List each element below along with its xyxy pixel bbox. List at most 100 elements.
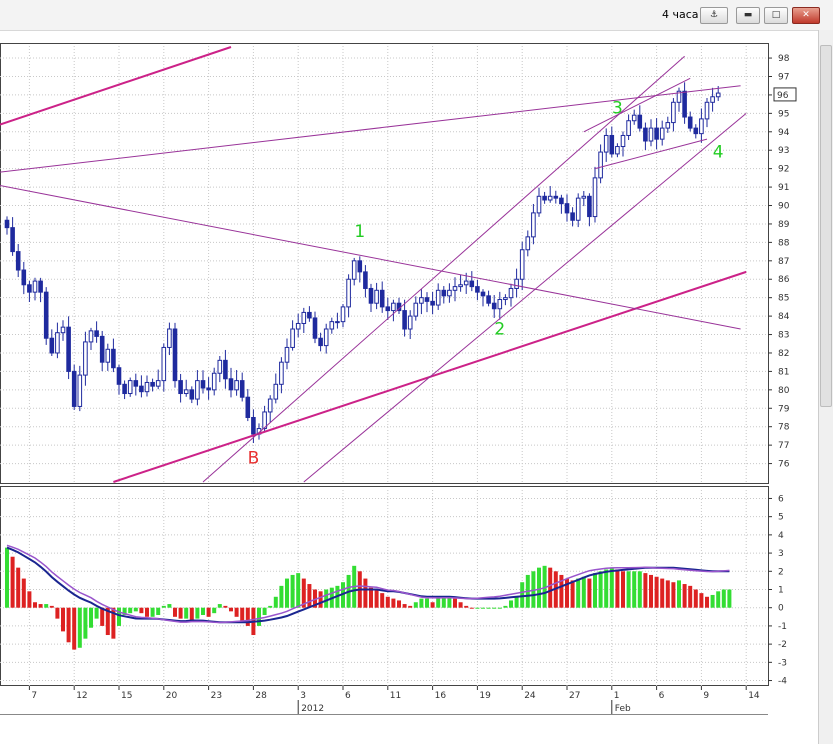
candle-body bbox=[234, 380, 239, 391]
osc-histogram-bar bbox=[318, 591, 323, 608]
candle-body bbox=[200, 380, 206, 389]
osc-histogram-bar bbox=[105, 607, 110, 636]
osc-histogram-bar bbox=[72, 607, 77, 650]
price-axis-label: 90 bbox=[778, 202, 790, 212]
price-axis-label: 84 bbox=[778, 312, 790, 322]
osc-histogram-bar bbox=[201, 607, 205, 615]
price-axis-label: 87 bbox=[778, 257, 789, 267]
osc-histogram-bar bbox=[531, 571, 536, 608]
candle-body bbox=[536, 195, 542, 214]
candle-body bbox=[508, 287, 514, 299]
osc-histogram-bar bbox=[21, 578, 26, 608]
price-axis-label: 98 bbox=[778, 54, 790, 64]
candle-body bbox=[654, 127, 659, 140]
osc-histogram-bar bbox=[609, 567, 614, 608]
price-axis-label: 89 bbox=[778, 220, 790, 230]
osc-histogram-bar bbox=[363, 578, 368, 608]
x-axis-label: 27 bbox=[569, 691, 580, 701]
candle-body bbox=[116, 367, 122, 385]
candle-body bbox=[144, 381, 150, 393]
candle-body bbox=[564, 203, 570, 214]
candle-body bbox=[648, 127, 654, 142]
candle-body bbox=[631, 114, 637, 122]
candle-body bbox=[374, 289, 379, 304]
candle-body bbox=[172, 328, 178, 382]
candle-body bbox=[228, 378, 234, 391]
candle-body bbox=[659, 127, 665, 140]
trendline[interactable] bbox=[0, 46, 232, 141]
osc-histogram-bar bbox=[307, 584, 312, 608]
osc-axis-label: 0 bbox=[778, 604, 784, 614]
osc-histogram-bar bbox=[587, 578, 592, 608]
candle-body bbox=[643, 127, 648, 142]
close-button[interactable]: ✕ bbox=[792, 7, 820, 24]
x-axis-label: 3 bbox=[300, 691, 306, 701]
candle-body bbox=[150, 381, 155, 387]
candle-body bbox=[687, 116, 693, 129]
osc-histogram-bar bbox=[475, 607, 480, 609]
candle-body bbox=[413, 302, 419, 317]
anchor-button[interactable]: ⚓ bbox=[700, 7, 728, 24]
x-axis-label: 9 bbox=[703, 691, 709, 701]
x-axis-label: 16 bbox=[435, 691, 447, 701]
osc-signal-line bbox=[6, 546, 730, 624]
trendline[interactable] bbox=[303, 112, 747, 483]
osc-histogram-bar bbox=[212, 607, 217, 614]
osc-histogram-bar bbox=[693, 589, 698, 608]
osc-histogram-bar bbox=[240, 607, 245, 621]
candle-body bbox=[620, 134, 626, 148]
osc-axis-label: 5 bbox=[778, 513, 784, 523]
price-axis-label: 93 bbox=[778, 146, 789, 156]
minimize-icon: ▬ bbox=[743, 10, 753, 20]
osc-histogram-bar bbox=[430, 602, 435, 608]
candle-body bbox=[710, 96, 715, 103]
candle-body bbox=[424, 297, 430, 302]
osc-histogram-bar bbox=[324, 589, 329, 608]
trendline[interactable] bbox=[202, 55, 685, 483]
candle-body bbox=[60, 326, 66, 334]
trendline[interactable] bbox=[583, 77, 691, 133]
price-axis-label: 97 bbox=[778, 72, 789, 82]
x-axis-label: 14 bbox=[748, 691, 760, 701]
candle-body bbox=[83, 341, 88, 376]
price-axis-label: 95 bbox=[778, 109, 789, 119]
osc-histogram-bar bbox=[419, 598, 424, 608]
candle-body bbox=[38, 280, 43, 293]
osc-histogram-bar bbox=[447, 596, 452, 608]
osc-histogram-bar bbox=[632, 571, 637, 608]
osc-histogram-bar bbox=[234, 607, 239, 617]
price-chart[interactable]: B123476777879808182838485868788899091929… bbox=[0, 30, 818, 744]
candle-body bbox=[27, 284, 32, 293]
trendline[interactable] bbox=[594, 138, 708, 170]
trendline[interactable] bbox=[0, 85, 741, 178]
candle-body bbox=[452, 286, 458, 291]
candle-body bbox=[559, 197, 564, 205]
candle-body bbox=[368, 287, 374, 304]
osc-histogram-bar bbox=[167, 604, 172, 608]
osc-histogram-bar bbox=[33, 602, 37, 608]
osc-histogram-bar bbox=[178, 607, 183, 619]
price-axis-label: 76 bbox=[778, 460, 790, 470]
osc-histogram-bar bbox=[27, 591, 32, 608]
osc-histogram-bar bbox=[626, 571, 631, 608]
minimize-button[interactable]: ▬ bbox=[736, 7, 760, 24]
osc-histogram-bar bbox=[223, 605, 228, 608]
candle-body bbox=[447, 289, 452, 297]
osc-axis-label: -1 bbox=[778, 622, 787, 632]
oscillator-histogram bbox=[5, 547, 732, 650]
scrollbar-thumb[interactable] bbox=[820, 45, 832, 407]
price-axis-label: 78 bbox=[778, 423, 790, 433]
candle-body bbox=[441, 289, 447, 297]
maximize-icon: □ bbox=[771, 10, 781, 20]
trendline[interactable] bbox=[0, 176, 741, 330]
maximize-button[interactable]: □ bbox=[764, 7, 788, 24]
candle-body bbox=[704, 101, 710, 120]
candle-body bbox=[379, 289, 385, 308]
osc-histogram-bar bbox=[598, 571, 603, 608]
candle-body bbox=[531, 212, 536, 238]
osc-histogram-bar bbox=[688, 585, 693, 608]
osc-histogram-bar bbox=[206, 607, 211, 617]
osc-histogram-bar bbox=[520, 582, 525, 608]
osc-axis-label: 1 bbox=[778, 586, 784, 596]
